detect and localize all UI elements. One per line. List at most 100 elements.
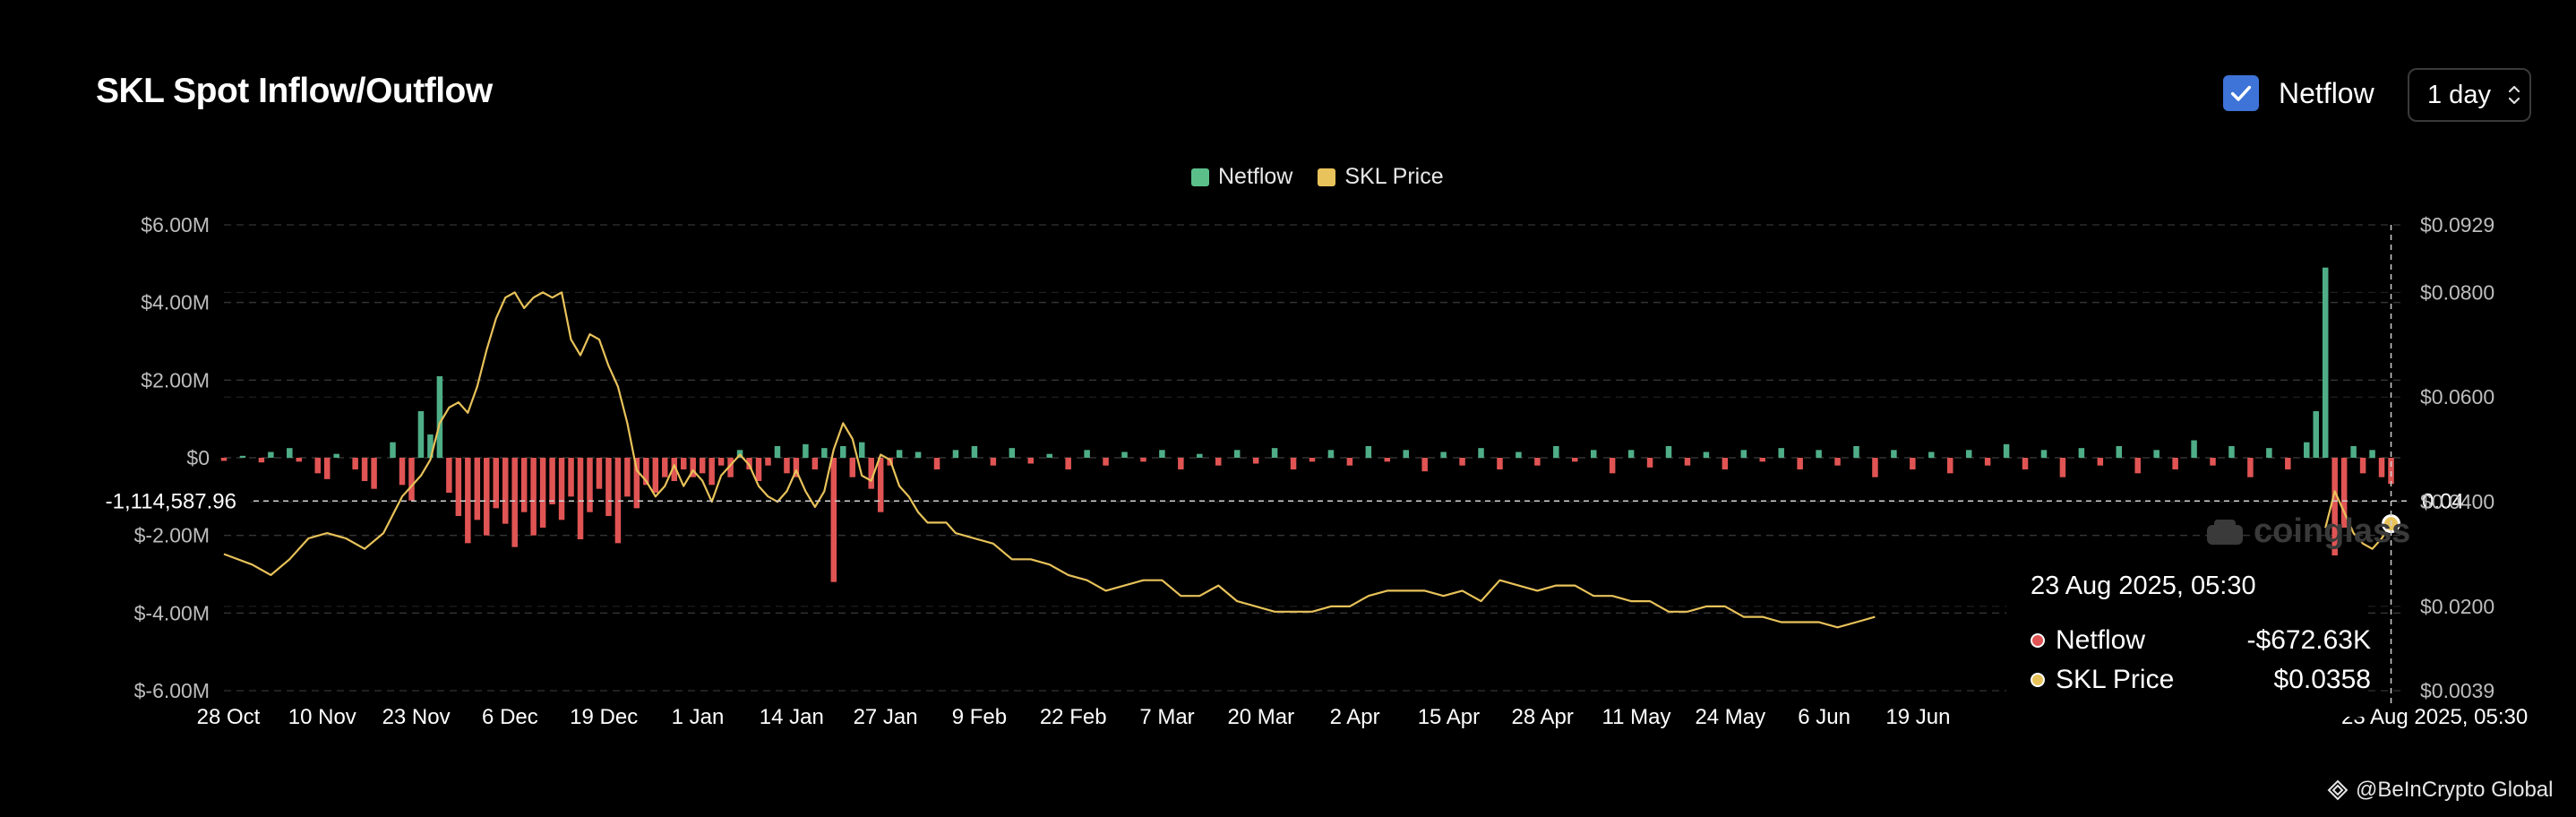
netflow-bar	[437, 376, 442, 458]
netflow-bar	[1928, 452, 1934, 459]
netflow-bar	[1685, 458, 1690, 466]
y-right-tick: $0.0039	[2420, 679, 2494, 702]
netflow-bar	[653, 458, 658, 493]
y-left-tick: $-2.00M	[134, 524, 210, 547]
x-tick: 28 Oct	[197, 705, 261, 729]
netflow-bar	[1234, 450, 1240, 458]
netflow-bar	[2117, 446, 2122, 458]
netflow-bar	[831, 458, 837, 582]
x-tick: 10 Nov	[288, 705, 356, 729]
netflow-bar	[878, 458, 883, 512]
netflow-bar	[540, 458, 545, 528]
watermark-text: coinglass	[2254, 512, 2410, 551]
netflow-bar	[240, 456, 245, 458]
netflow-bar	[456, 458, 461, 516]
netflow-bar	[1591, 450, 1596, 458]
netflow-bar	[756, 458, 761, 481]
netflow-bar	[446, 458, 451, 493]
x-tick: 27 Jan	[854, 705, 918, 729]
netflow-bar	[605, 458, 611, 516]
netflow-bar	[1272, 448, 1277, 458]
netflow-bar	[259, 458, 264, 462]
netflow-bar	[2266, 448, 2271, 458]
netflow-bar	[521, 458, 527, 512]
netflow-bar	[1516, 452, 1521, 459]
netflow-bar	[803, 444, 808, 458]
netflow-bar	[287, 448, 292, 458]
netflow-bar	[1197, 454, 1202, 458]
netflow-bar	[1647, 458, 1653, 468]
netflow-bar	[1891, 450, 1896, 458]
netflow-bar	[1065, 458, 1070, 469]
y-right-tick: $0.0800	[2420, 280, 2494, 304]
netflow-bar	[2313, 411, 2318, 458]
netflow-bar	[1440, 452, 1446, 459]
netflow-bar	[1910, 458, 1915, 469]
netflow-bar	[708, 458, 714, 485]
netflow-bar	[1947, 458, 1953, 473]
netflow-bar	[1347, 458, 1352, 466]
netflow-bar	[371, 458, 376, 489]
x-tick: 2 Apr	[1330, 705, 1380, 729]
x-tick: 11 May	[1602, 705, 1671, 729]
netflow-bar	[268, 452, 273, 459]
netflow-bar	[408, 458, 414, 501]
tooltip-name-skl-price: SKL Price	[2056, 665, 2237, 695]
netflow-bar	[1816, 450, 1821, 458]
netflow-bar	[314, 458, 320, 473]
x-tick: 6 Dec	[482, 705, 538, 729]
credit-text: @BeInCrypto Global	[2356, 778, 2553, 803]
netflow-bar	[1178, 458, 1183, 469]
netflow-bar	[484, 458, 489, 536]
netflow-bar	[597, 458, 602, 489]
netflow-bar	[549, 458, 554, 504]
watermark: coinglass	[2205, 512, 2410, 551]
netflow-bar	[2360, 458, 2366, 473]
netflow-bar	[1722, 458, 1728, 469]
netflow-bar	[2379, 458, 2384, 477]
netflow-bar	[1553, 446, 1558, 458]
x-tick: 6 Jun	[1798, 705, 1850, 729]
netflow-bar	[2191, 441, 2196, 459]
netflow-bar	[221, 458, 227, 460]
x-tick: 9 Feb	[952, 705, 1007, 729]
netflow-bar	[1215, 458, 1221, 466]
y-left-tick: $0	[186, 446, 210, 469]
netflow-bar	[915, 452, 921, 459]
netflow-bar	[296, 458, 302, 461]
netflow-bar	[765, 458, 770, 466]
x-tick: 19 Dec	[570, 705, 638, 729]
netflow-bar	[2285, 458, 2290, 469]
y-left-tick: $6.00M	[141, 213, 210, 236]
netflow-bar	[1140, 458, 1146, 461]
netflow-bar	[1853, 446, 1859, 458]
coinglass-logo-icon	[2205, 518, 2245, 546]
netflow-bar	[1628, 450, 1634, 458]
netflow-bar	[1966, 450, 1971, 458]
netflow-bar	[465, 458, 470, 543]
tooltip-date: 23 Aug 2025, 05:30	[2031, 572, 2256, 601]
netflow-bar	[1328, 450, 1334, 458]
netflow-bar	[1572, 458, 1577, 461]
x-tick: 15 Apr	[1418, 705, 1480, 729]
netflow-bar	[352, 458, 357, 469]
netflow-bar	[2134, 458, 2140, 473]
netflow-bar	[2004, 444, 2009, 458]
x-tick: 23 Nov	[382, 705, 451, 729]
netflow-bar	[1666, 446, 1671, 458]
netflow-bar	[897, 450, 902, 458]
tooltip-value-skl-price: $0.0358	[2237, 665, 2371, 695]
chart-tooltip: 23 Aug 2025, 05:30 Netflow -$672.63K SKL…	[2006, 555, 2365, 717]
netflow-bar	[821, 448, 827, 458]
tooltip-name-netflow: Netflow	[2056, 625, 2237, 656]
x-tick: 19 Jun	[1885, 705, 1950, 729]
y-left-tick: $2.00M	[141, 368, 210, 391]
netflow-bar	[511, 458, 517, 547]
netflow-bar	[775, 446, 780, 458]
netflow-bar	[1421, 458, 1427, 471]
netflow-bar	[1610, 458, 1615, 473]
netflow-bar	[1459, 458, 1464, 466]
tooltip-dot-netflow	[2031, 633, 2045, 648]
netflow-bar	[1309, 458, 1315, 461]
netflow-bar	[1872, 458, 1877, 477]
